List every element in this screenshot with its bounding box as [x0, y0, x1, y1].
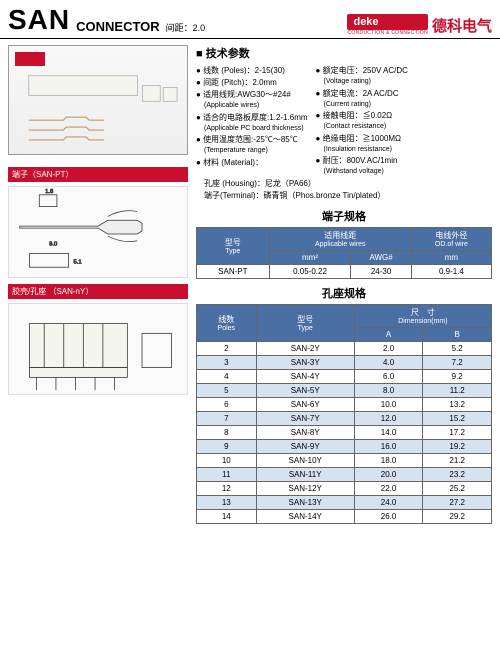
- title-pitch: 间距：2.0: [166, 21, 206, 34]
- spec-item-sub: (Current rating): [316, 100, 408, 111]
- brand-block: deke CONDUCTION & CONNECTION 德科电气: [347, 14, 492, 36]
- th-wires: 适用线距Applicable wires: [269, 227, 411, 250]
- specs-left-list: 线数 (Poles)：2-15(30)间距 (Pitch)：2.0mm适用线规:…: [196, 65, 308, 178]
- brand-tagline: CONDUCTION & CONNECTION: [347, 30, 428, 36]
- spec-item-sub: (Temperature range): [196, 146, 308, 157]
- brand-logo: deke: [347, 14, 428, 30]
- specs-title: 技术参数: [196, 45, 492, 61]
- specs-columns: 线数 (Poles)：2-15(30)间距 (Pitch)：2.0mm适用线规:…: [196, 65, 492, 178]
- table-row: 4SAN-4Y6.09.2: [197, 369, 492, 383]
- th-dim: 尺 寸Dimension(mm): [354, 304, 491, 327]
- svg-text:9.0: 9.0: [49, 242, 58, 248]
- terminal-drawing: 1.8 9.0 5.1: [8, 186, 188, 278]
- spec-item-sub: (Voltage rating): [316, 77, 408, 88]
- terminal-table: 型号Type 适用线距Applicable wires 电线外径OD.of wi…: [196, 227, 492, 279]
- spec-item: 耐压：800V.AC/1min: [316, 155, 408, 167]
- material-terminal: 端子(Terminal)：磷青铜（Phos.bronze Tin/plated）: [196, 190, 492, 202]
- housing-section-label: 胶壳/孔座 （SAN-nY）: [8, 284, 188, 299]
- spec-item: 接触电阻：≦0.02Ω: [316, 110, 408, 122]
- table-row: 12SAN-12Y22.025.2: [197, 481, 492, 495]
- table-row: 8SAN-8Y14.017.2: [197, 425, 492, 439]
- spec-item: 间距 (Pitch)：2.0mm: [196, 77, 308, 89]
- table-row: 2SAN-2Y2.05.2: [197, 341, 492, 355]
- table-row: 14SAN-14Y26.029.2: [197, 509, 492, 523]
- table-row: 7SAN-7Y12.015.2: [197, 411, 492, 425]
- spec-item: 材料 (Material)：: [196, 157, 308, 169]
- spec-item: 适合的电路板厚度:1.2-1.6mm: [196, 112, 308, 124]
- spec-item-sub: (Insulation resistance): [316, 145, 408, 156]
- th-poles: 线数Poles: [197, 304, 257, 341]
- th-htype: 型号Type: [256, 304, 354, 341]
- housing-table: 线数Poles 型号Type 尺 寸Dimension(mm) A B 2SAN…: [196, 304, 492, 524]
- spec-item: 绝缘电阻：≧1000MΩ: [316, 133, 408, 145]
- terminal-section-label: 端子（SAN-PT）: [8, 167, 188, 182]
- table-row: 6SAN-6Y10.013.2: [197, 397, 492, 411]
- spec-item: 适用线规:AWG30～#24#: [196, 89, 308, 101]
- specs-right-list: 额定电压：250V AC/DC(Voltage rating)额定电流：2A A…: [316, 65, 408, 178]
- spec-item-sub: (Applicable wires): [196, 101, 308, 112]
- spec-item-sub: (Withstand voltage): [316, 167, 408, 178]
- spec-item: 使用温度范围:-25℃～85℃: [196, 134, 308, 146]
- product-photo: [8, 45, 188, 155]
- spec-item-sub: (Contact resistance): [316, 122, 408, 133]
- spec-item-sub: (Applicable PC board thickness): [196, 124, 308, 135]
- svg-text:5.1: 5.1: [74, 259, 82, 265]
- th-b: B: [423, 327, 492, 341]
- spec-item: 额定电流：2A AC/DC: [316, 88, 408, 100]
- table-row: 10SAN-10Y18.021.2: [197, 453, 492, 467]
- svg-text:1.8: 1.8: [45, 189, 53, 195]
- th-od: 电线外径OD.of wire: [411, 227, 491, 250]
- th-mm2: mm²: [269, 250, 351, 264]
- table-row: SAN-PT 0.05-0.22 24-30 0.9-1.4: [197, 264, 492, 278]
- material-housing: 孔座 (Housing)：尼龙（PA66）: [196, 178, 492, 190]
- table-row: 3SAN-3Y4.07.2: [197, 355, 492, 369]
- table-row: 5SAN-5Y8.011.2: [197, 383, 492, 397]
- housing-table-title: 孔座规格: [196, 285, 492, 301]
- terminal-table-title: 端子规格: [196, 208, 492, 224]
- table-row: 11SAN-11Y20.023.2: [197, 467, 492, 481]
- th-awg: AWG#: [351, 250, 412, 264]
- th-a: A: [354, 327, 423, 341]
- spec-item: 额定电压：250V AC/DC: [316, 65, 408, 77]
- spec-item: 线数 (Poles)：2-15(30): [196, 65, 308, 77]
- housing-drawing: [8, 303, 188, 395]
- title-main: SAN: [8, 4, 70, 36]
- brand-cn: 德科电气: [432, 15, 492, 36]
- page-header: SAN CONNECTOR 间距：2.0 deke CONDUCTION & C…: [0, 0, 500, 39]
- table-row: 13SAN-13Y24.027.2: [197, 495, 492, 509]
- title-sub: CONNECTOR: [76, 19, 160, 34]
- th-type: 型号Type: [197, 227, 270, 264]
- table-row: 9SAN-9Y16.019.2: [197, 439, 492, 453]
- th-mm: mm: [411, 250, 491, 264]
